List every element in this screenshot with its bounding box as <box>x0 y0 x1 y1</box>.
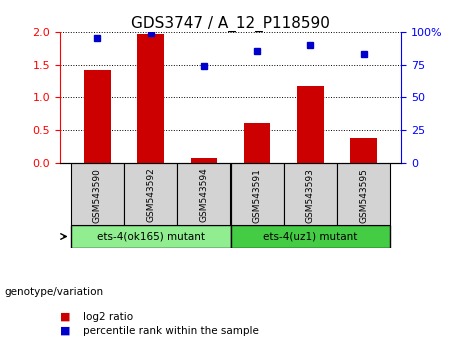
Title: GDS3747 / A_12_P118590: GDS3747 / A_12_P118590 <box>131 16 330 32</box>
Text: GSM543595: GSM543595 <box>359 168 368 223</box>
Text: percentile rank within the sample: percentile rank within the sample <box>83 326 259 336</box>
Text: log2 ratio: log2 ratio <box>83 312 133 322</box>
Bar <box>177 163 230 225</box>
Bar <box>337 163 390 225</box>
Bar <box>230 225 390 248</box>
Bar <box>71 163 124 225</box>
Bar <box>190 158 217 163</box>
Text: GSM543591: GSM543591 <box>253 168 262 223</box>
Bar <box>137 34 164 163</box>
Text: GSM543593: GSM543593 <box>306 168 315 223</box>
Text: ets-4(uz1) mutant: ets-4(uz1) mutant <box>263 232 358 241</box>
Text: GSM543590: GSM543590 <box>93 168 102 223</box>
Bar <box>284 163 337 225</box>
Text: GSM543592: GSM543592 <box>146 168 155 222</box>
Bar <box>84 70 111 163</box>
Bar <box>297 86 324 163</box>
Text: genotype/variation: genotype/variation <box>5 287 104 297</box>
Text: ■: ■ <box>60 326 71 336</box>
Bar <box>244 124 271 163</box>
Bar <box>71 225 230 248</box>
Text: ets-4(ok165) mutant: ets-4(ok165) mutant <box>96 232 205 241</box>
Text: GSM543594: GSM543594 <box>199 168 208 222</box>
Bar <box>230 163 284 225</box>
Bar <box>124 163 177 225</box>
Bar <box>350 138 377 163</box>
Text: ■: ■ <box>60 312 71 322</box>
